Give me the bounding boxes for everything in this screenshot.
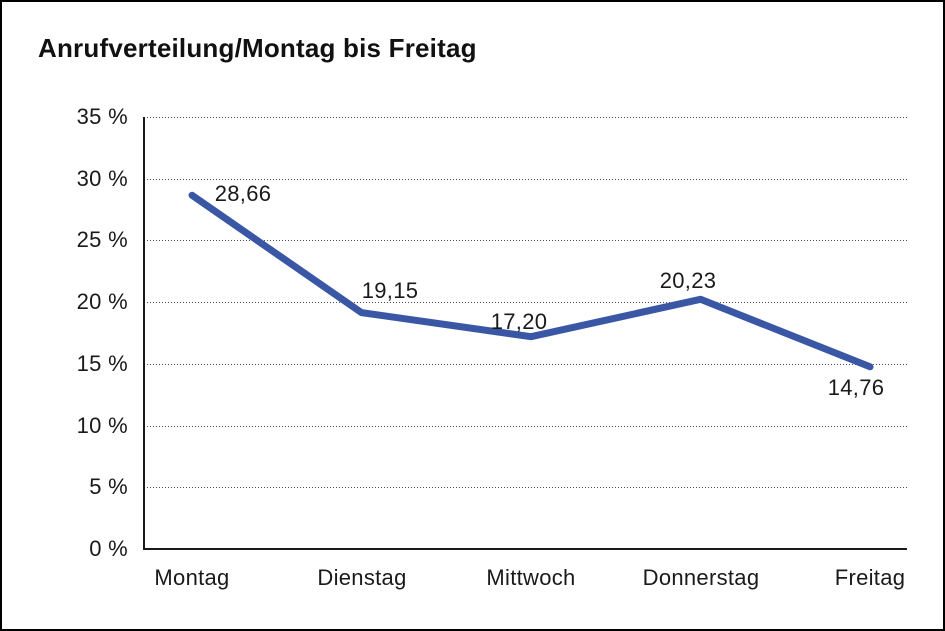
gridline-30 (144, 179, 907, 180)
x-tick-label-montag: Montag (154, 565, 230, 590)
gridline-35 (144, 117, 907, 118)
gridline-5 (144, 487, 907, 488)
gridline-10 (144, 426, 907, 427)
x-tick-label-dienstag: Dienstag (317, 565, 407, 590)
y-tick-label: 10 % (76, 413, 128, 438)
gridline-25 (144, 240, 907, 241)
gridline-20 (144, 302, 907, 303)
point-value-label: 17,20 (490, 309, 548, 334)
x-tick-label-freitag: Freitag (834, 565, 906, 590)
x-axis-line (143, 548, 907, 550)
series-line (188, 191, 874, 371)
y-tick-label: 30 % (76, 166, 128, 191)
y-tick-label: 35 % (76, 104, 128, 129)
chart-title: Anrufverteilung/Montag bis Freitag (38, 33, 477, 63)
point-value-label: 20,23 (659, 268, 717, 293)
point-value-label: 19,15 (361, 278, 419, 303)
y-axis-line (143, 117, 145, 550)
y-tick-label: 15 % (76, 351, 128, 376)
x-tick-label-mittwoch: Mittwoch (486, 565, 576, 590)
point-value-label: 28,66 (214, 181, 272, 206)
gridline-15 (144, 364, 907, 365)
x-tick-label-donnerstag: Donnerstag (642, 565, 760, 590)
y-tick-label: 5 % (89, 474, 128, 499)
y-tick-label: 25 % (76, 227, 128, 252)
y-tick-label: 0 % (89, 536, 128, 561)
point-value-label: 14,76 (827, 375, 885, 400)
y-tick-label: 20 % (76, 289, 128, 314)
